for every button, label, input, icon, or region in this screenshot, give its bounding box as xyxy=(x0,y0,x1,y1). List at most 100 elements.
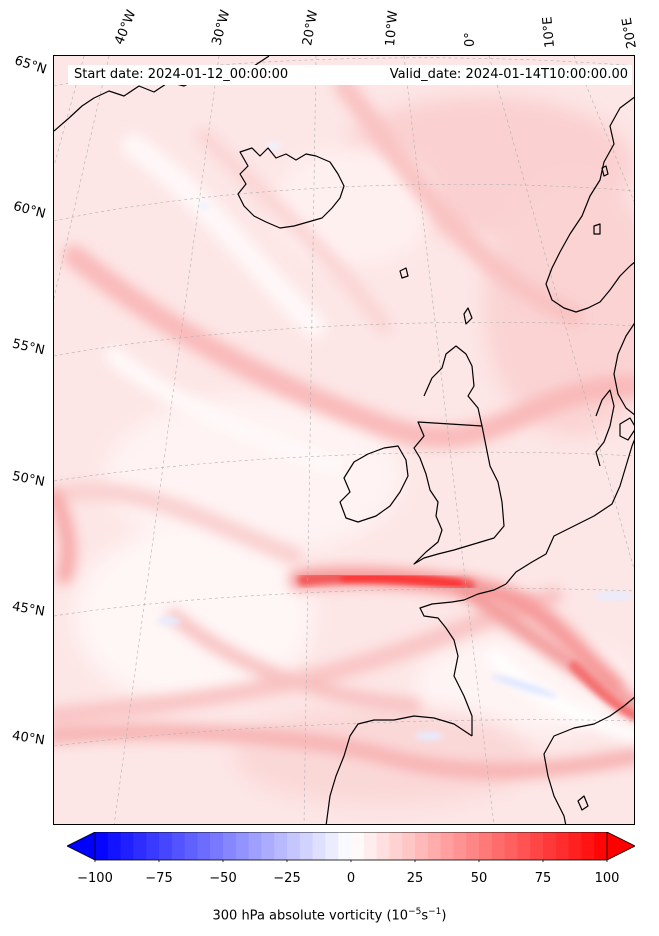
colorbar-tick-label: 25 xyxy=(406,871,424,886)
colorbar-cell xyxy=(363,832,378,860)
lat-label-60n: 60°N xyxy=(11,199,48,222)
colorbar-label-close: ) xyxy=(441,908,447,924)
colorbar-cell xyxy=(491,832,506,860)
lon-label-10w: 10°W xyxy=(383,9,402,47)
colorbar-tick-label: −50 xyxy=(209,871,237,886)
colorbar-tick-label: −25 xyxy=(273,871,301,886)
continent-coast xyxy=(505,439,634,585)
colorbar-cell xyxy=(223,832,237,860)
colorbar-cell xyxy=(274,832,288,860)
negative-vorticity-patches xyxy=(157,142,634,740)
colorbar-cell xyxy=(351,832,365,860)
colorbar-cell xyxy=(504,832,518,860)
norway-islands-coast xyxy=(593,165,609,235)
denmark-coast xyxy=(595,389,615,467)
lat-label-65n: 65°N xyxy=(12,53,49,78)
mediterranean-coast xyxy=(543,696,634,824)
lon-label-20e: 20°E xyxy=(619,16,640,50)
scotland-coast xyxy=(423,345,483,427)
colorbar-low-arrow xyxy=(67,832,95,860)
lon-label-40w: 40°W xyxy=(112,8,140,47)
ireland-coast xyxy=(339,445,409,523)
colorbar-cell xyxy=(466,832,480,860)
colorbar-tick-label: −100 xyxy=(77,871,113,886)
field-streaks xyxy=(54,76,634,779)
colorbar-cell xyxy=(235,832,250,860)
colorbar-cell xyxy=(261,832,275,860)
colorbar-tick-label: 75 xyxy=(534,871,552,886)
colorbar-cell xyxy=(171,832,186,860)
colorbar-cell xyxy=(402,832,416,860)
lat-label-40n: 40°N xyxy=(11,728,46,749)
colorbar-cell xyxy=(299,832,314,860)
colorbar-cell xyxy=(133,832,147,860)
colorbar xyxy=(67,832,635,862)
colorbar-tick-label: 50 xyxy=(470,871,488,886)
colorbar-arrow-outline xyxy=(67,832,96,861)
colorbar-cell xyxy=(581,832,595,860)
colorbar-cell xyxy=(376,832,390,860)
colorbar-cell xyxy=(210,832,224,860)
lon-label-0: 0° xyxy=(463,32,478,47)
france-coast xyxy=(419,583,507,736)
colorbar-cell xyxy=(594,832,608,860)
colorbar-cell xyxy=(146,832,160,860)
shetland-coast xyxy=(463,307,473,325)
colorbar-high-arrow xyxy=(607,832,635,860)
colorbar-cell xyxy=(159,832,173,860)
colorbar-cell xyxy=(479,832,493,860)
colorbar-cell xyxy=(517,832,531,860)
vorticity-max-band xyxy=(289,567,634,721)
colorbar-cell xyxy=(312,832,326,860)
lat-label-45n: 45°N xyxy=(10,599,46,620)
map-panel: Start date: 2024-01-12_00:00:00 Valid_da… xyxy=(53,55,635,825)
colorbar-cell xyxy=(107,832,122,860)
valid-date-label: Valid_date: 2024-01-14T10:00:00.00 xyxy=(389,67,628,82)
colorbar-cell xyxy=(120,832,134,860)
colorbar-label-text: 300 hPa absolute vorticity (10 xyxy=(212,908,409,924)
colorbar-cell xyxy=(555,832,570,860)
colorbar-cell xyxy=(184,832,198,860)
colorbar-tick-label: 100 xyxy=(594,871,620,886)
coastlines xyxy=(54,56,634,824)
vorticity-map xyxy=(54,56,634,824)
colorbar-ticks xyxy=(94,860,608,862)
colorbar-cell xyxy=(453,832,467,860)
lat-label-50n: 50°N xyxy=(10,469,46,490)
colorbar-label-exp1: −5 xyxy=(408,907,422,917)
header-band xyxy=(68,65,632,85)
colorbar-cell xyxy=(440,832,454,860)
colorbar-cell xyxy=(287,832,301,860)
danish-islands-coast xyxy=(619,417,634,441)
colorbar-cell xyxy=(415,832,429,860)
lon-label-10e: 10°E xyxy=(540,15,558,49)
norway-coast xyxy=(545,96,634,313)
start-date-label: Start date: 2024-01-12_00:00:00 xyxy=(74,67,289,82)
colorbar-cell xyxy=(95,832,109,860)
iberia-coast xyxy=(325,715,473,824)
lon-label-30w: 30°W xyxy=(209,8,234,47)
faroe-coast xyxy=(399,267,409,279)
graticule xyxy=(54,56,634,824)
colorbar-cell xyxy=(338,832,352,860)
colorbar-cell xyxy=(389,832,403,860)
colorbar-cell xyxy=(325,832,339,860)
britain-coast xyxy=(413,421,505,565)
colorbar-label-mid: s xyxy=(421,908,429,924)
colorbar-cell xyxy=(197,832,211,860)
colorbar-cell xyxy=(530,832,544,860)
colorbar-cell xyxy=(427,832,442,860)
colorbar-label-exp2: −1 xyxy=(428,907,442,917)
lat-label-55n: 55°N xyxy=(10,336,47,359)
colorbar-cell xyxy=(248,832,262,860)
colorbar-cells xyxy=(95,832,608,860)
colorbar-arrow-outline-right xyxy=(606,832,635,861)
colorbar-cell xyxy=(543,832,557,860)
colorbar-tick-label: −75 xyxy=(145,871,173,886)
lon-label-20w: 20°W xyxy=(300,9,322,48)
corsica-coast xyxy=(577,795,589,811)
sweden-coast xyxy=(613,322,634,416)
colorbar-tick-label: 0 xyxy=(346,871,356,886)
iceland-coast xyxy=(237,147,345,229)
colorbar-cell xyxy=(568,832,582,860)
